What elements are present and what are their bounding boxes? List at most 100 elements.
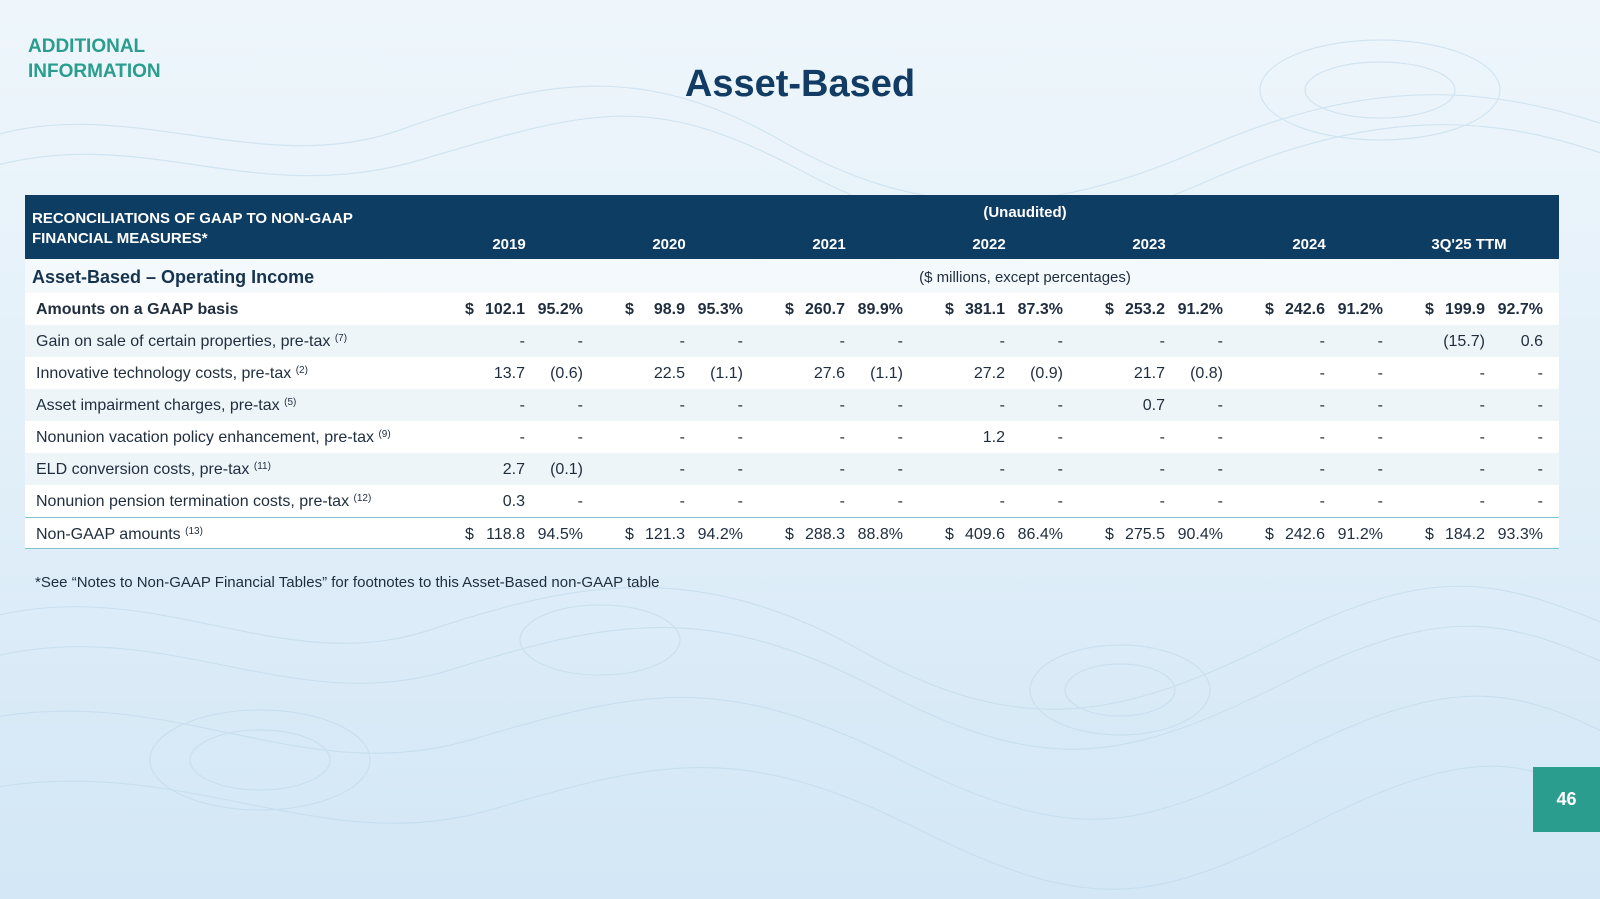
- percent-value: -: [1537, 493, 1543, 510]
- percent-value: -: [897, 397, 903, 414]
- year-header: 2023: [1132, 236, 1166, 253]
- amount-value: -: [519, 429, 525, 446]
- amount-value: -: [999, 493, 1005, 510]
- amount-value: -: [1479, 365, 1485, 382]
- amount-value: 121.3: [644, 526, 685, 543]
- amount-value: -: [679, 493, 685, 510]
- amount-value: -: [679, 333, 685, 350]
- dollar-sign: $: [1265, 526, 1274, 543]
- amount-value: -: [1159, 493, 1165, 510]
- amount-value: -: [519, 397, 525, 414]
- amount-value: -: [1319, 493, 1325, 510]
- page-number: 46: [1533, 767, 1600, 832]
- amount-value: -: [1319, 461, 1325, 478]
- amount-value: -: [1159, 429, 1165, 446]
- amount-value: (15.7): [1443, 333, 1485, 350]
- dollar-sign: $: [1105, 526, 1114, 543]
- amount-value: 381.1: [964, 301, 1005, 318]
- percent-value: -: [1217, 493, 1223, 510]
- row-label-text: Nonunion pension termination costs, pre-…: [36, 493, 350, 510]
- page-title: Asset-Based: [684, 63, 916, 105]
- footnote-ref: (12): [353, 493, 372, 504]
- percent-value: -: [737, 397, 743, 414]
- percent-value: -: [1057, 333, 1063, 350]
- amount-value: -: [999, 333, 1005, 350]
- percent-value: -: [1217, 397, 1223, 414]
- amount-value: 22.5: [653, 365, 685, 382]
- percent-value: -: [737, 461, 743, 478]
- row-label-text: Nonunion vacation policy enhancement, pr…: [36, 429, 374, 446]
- row-label: Amounts on a GAAP basis: [36, 301, 238, 319]
- dollar-sign: $: [945, 526, 954, 543]
- percent-value: 94.2%: [697, 526, 743, 543]
- amount-value: -: [1479, 397, 1485, 414]
- row-label-text: Gain on sale of certain properties, pre-…: [36, 333, 331, 350]
- section-label: ADDITIONAL INFORMATION: [28, 36, 161, 82]
- amount-value: -: [1319, 365, 1325, 382]
- percent-value: -: [897, 429, 903, 446]
- dollar-sign: $: [465, 301, 474, 318]
- amount-value: 118.8: [486, 526, 525, 543]
- table-row: Nonunion vacation policy enhancement, pr…: [25, 421, 1559, 453]
- reconciliation-table: RECONCILIATIONS OF GAAP TO NON-GAAP FINA…: [25, 195, 1559, 549]
- percent-value: 93.3%: [1497, 526, 1543, 543]
- percent-value: -: [1057, 429, 1063, 446]
- percent-value: -: [1377, 493, 1383, 510]
- row-label: ELD conversion costs, pre-tax (11): [36, 461, 271, 479]
- year-header: 2019: [492, 236, 526, 253]
- dollar-sign: $: [1425, 526, 1434, 543]
- percent-value: -: [577, 333, 583, 350]
- footnote-ref: (5): [284, 397, 297, 408]
- amount-value: -: [1479, 429, 1485, 446]
- percent-value: -: [1377, 397, 1383, 414]
- amount-value: -: [1319, 429, 1325, 446]
- table-row: Non-GAAP amounts (13) $118.8 94.5% $121.3 94…: [25, 517, 1559, 549]
- percent-value: -: [1377, 461, 1383, 478]
- amount-value: 242.6: [1284, 526, 1325, 543]
- percent-value: (0.8): [1190, 365, 1223, 382]
- amount-value: 13.7: [493, 365, 525, 382]
- percent-value: 88.8%: [857, 526, 903, 543]
- percent-value: (0.9): [1030, 365, 1063, 382]
- row-label: Innovative technology costs, pre-tax (2): [36, 365, 308, 383]
- percent-value: 86.4%: [1017, 526, 1063, 543]
- percent-value: -: [1057, 397, 1063, 414]
- row-label-text: Asset impairment charges, pre-tax: [36, 397, 280, 414]
- amount-value: 242.6: [1284, 301, 1325, 318]
- amount-value: -: [1319, 333, 1325, 350]
- amount-value: 27.6: [813, 365, 845, 382]
- percent-value: -: [737, 493, 743, 510]
- amount-value: 184.2: [1444, 526, 1485, 543]
- amount-value: -: [1479, 461, 1485, 478]
- footnote-ref: (11): [253, 461, 271, 472]
- percent-value: -: [1217, 333, 1223, 350]
- dollar-sign: $: [625, 526, 634, 543]
- amount-value: 1.2: [982, 429, 1005, 446]
- table-row: Amounts on a GAAP basis $102.1 95.2% $98.9…: [25, 293, 1559, 325]
- percent-value: -: [1057, 493, 1063, 510]
- amount-value: 0.3: [502, 493, 525, 510]
- amount-value: -: [999, 397, 1005, 414]
- dollar-sign: $: [1105, 301, 1114, 318]
- percent-value: -: [1537, 397, 1543, 414]
- percent-value: 90.4%: [1177, 526, 1223, 543]
- dollar-sign: $: [625, 301, 634, 318]
- row-label: Gain on sale of certain properties, pre-…: [36, 333, 347, 351]
- table-header-label-line1: RECONCILIATIONS OF GAAP TO NON-GAAP: [32, 210, 353, 227]
- dollar-sign: $: [785, 301, 794, 318]
- year-header: 2021: [812, 236, 846, 253]
- row-label-text: Amounts on a GAAP basis: [36, 301, 239, 318]
- percent-value: -: [897, 333, 903, 350]
- percent-value: 91.2%: [1337, 301, 1383, 318]
- percent-value: (0.6): [550, 365, 583, 382]
- year-header: 3Q'25 TTM: [1431, 236, 1507, 253]
- amount-value: 98.9: [653, 301, 685, 318]
- percent-value: 87.3%: [1017, 301, 1063, 318]
- amount-value: -: [1159, 461, 1165, 478]
- percent-value: -: [1217, 429, 1223, 446]
- row-label-text: ELD conversion costs, pre-tax: [36, 461, 250, 478]
- amount-value: -: [519, 333, 525, 350]
- percent-value: (1.1): [710, 365, 743, 382]
- row-label: Non-GAAP amounts (13): [36, 526, 203, 544]
